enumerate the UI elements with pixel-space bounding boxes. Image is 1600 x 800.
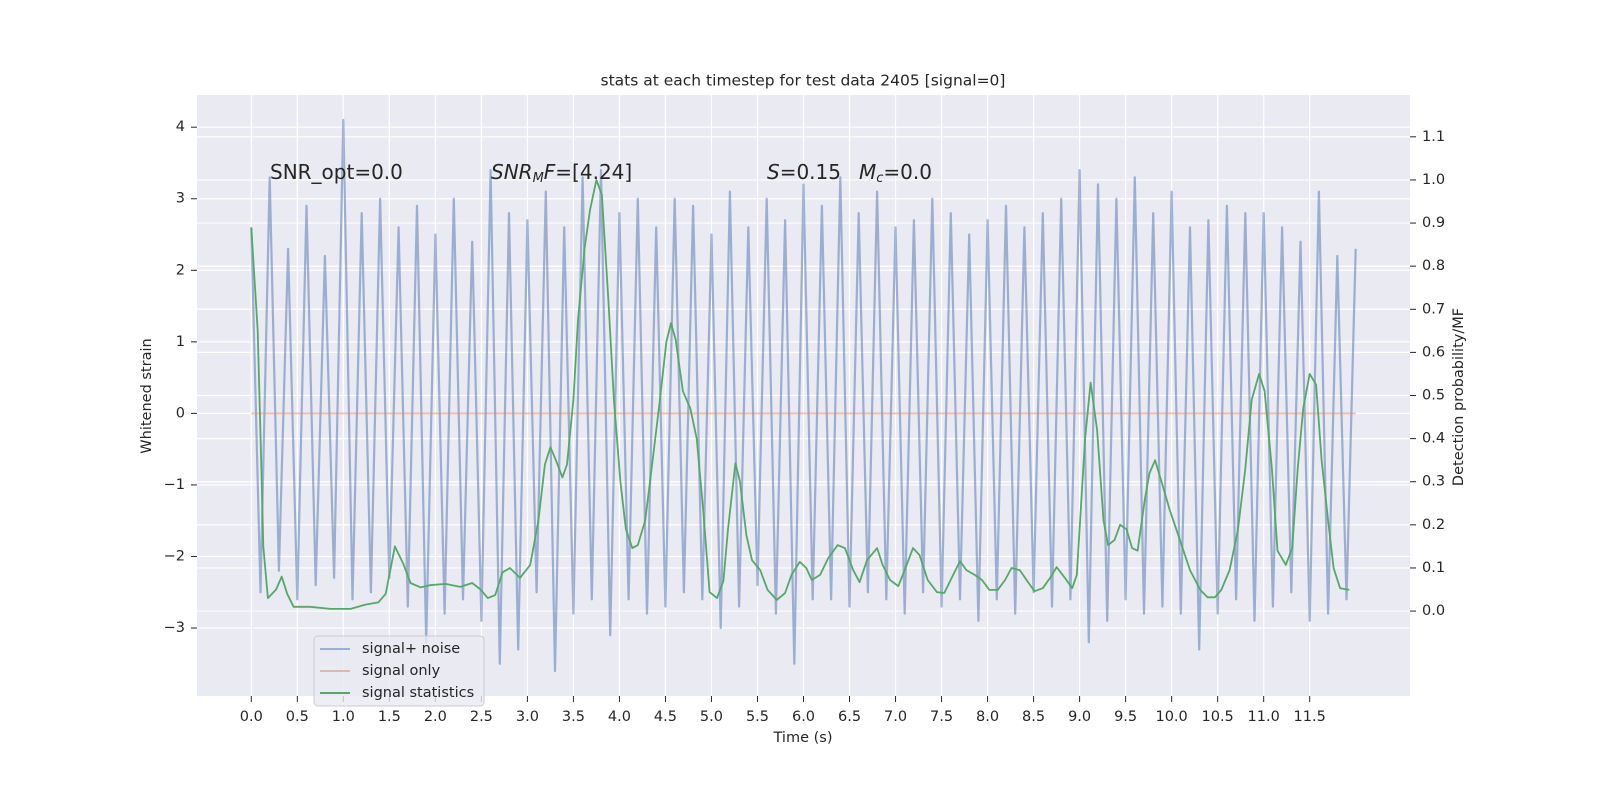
y2-tick-label: 0.4: [1422, 431, 1445, 447]
x-tick-label: 11.5: [1294, 709, 1326, 725]
y2-tick-label: 1.0: [1422, 172, 1445, 188]
x-tick-label: 6.0: [792, 709, 815, 725]
y-tick-label: 0: [176, 405, 185, 421]
x-tick-label: 4.0: [608, 709, 631, 725]
annotation-part: SNR_opt=0.0: [270, 160, 403, 184]
x-tick-label: 8.5: [1022, 709, 1045, 725]
series-line: [250, 118, 1357, 673]
axes: 0.0 0.5 1.0 1.5 2.0 2.5 3.0 3.5 4.0 4.5 5.0 5.5 6.0 6…: [164, 119, 1445, 725]
x-tick-label: 3.0: [516, 709, 539, 725]
y2-tick-label: 0.2: [1422, 517, 1445, 533]
x-tick-label: 0.5: [286, 709, 309, 725]
marks: [250, 118, 1357, 673]
annotation-part: F: [544, 160, 556, 184]
y-tick-label: 3: [176, 191, 185, 207]
x-tick-label: 4.5: [654, 709, 677, 725]
x-tick-label: 1.5: [378, 709, 401, 725]
y-tick-label: −2: [164, 548, 185, 564]
legend-label: signal only: [362, 663, 441, 679]
annotation-part: M: [533, 171, 544, 186]
x-tick-label: 2.5: [470, 709, 493, 725]
x-tick-label: 7.0: [884, 709, 907, 725]
y2-tick-label: 0.1: [1422, 560, 1445, 576]
annotation-part: SNR: [491, 160, 533, 184]
x-axis-label: Time (s): [773, 730, 833, 746]
x-tick-label: 3.5: [562, 709, 585, 725]
x-tick-label: 10.5: [1202, 709, 1234, 725]
chart-title: stats at each timestep for test data 240…: [601, 72, 1006, 90]
x-tick-label: 1.0: [332, 709, 355, 725]
y-tick-label: −3: [164, 620, 185, 636]
y2-tick-label: 0.7: [1422, 301, 1445, 317]
annotation: S=0.15 Mc=0.0: [767, 160, 932, 186]
annotation-part: S: [767, 160, 780, 184]
x-tick-label: 9.5: [1114, 709, 1137, 725]
annotation: SNR_opt=0.0: [270, 160, 403, 184]
y2-tick-label: 0.9: [1422, 215, 1445, 231]
legend-label: signal+ noise: [362, 641, 460, 657]
y-tick-label: −1: [164, 477, 185, 493]
annotation-part: =0.0: [883, 160, 932, 184]
y2-tick-label: 0.0: [1422, 603, 1445, 619]
annotation-part: c: [876, 171, 883, 186]
legend-label: signal statistics: [362, 685, 474, 701]
x-tick-label: 7.5: [930, 709, 953, 725]
x-tick-label: 5.5: [746, 709, 769, 725]
x-tick-label: 2.0: [424, 709, 447, 725]
y2-tick-label: 0.6: [1422, 344, 1445, 360]
x-tick-label: 0.0: [240, 709, 263, 725]
y-tick-label: 4: [176, 119, 185, 135]
legend: signal+ noise signal only signal statistic…: [313, 635, 485, 707]
x-tick-label: 10.0: [1155, 709, 1187, 725]
annotation: SNRMF=[4.24]: [491, 160, 632, 186]
x-tick-label: 5.0: [700, 709, 723, 725]
legend-box: [313, 635, 485, 707]
y2-tick-label: 1.1: [1422, 129, 1445, 145]
annotation-part: M: [859, 160, 876, 184]
y2-tick-label: 0.3: [1422, 474, 1445, 490]
y-tick-label: 2: [176, 262, 185, 278]
series-line: [250, 178, 1350, 610]
y2-tick-label: 0.5: [1422, 388, 1445, 404]
annotation-part: =[4.24]: [555, 160, 632, 184]
annotation-part: =0.15: [780, 160, 841, 184]
y-tick-label: 1: [176, 334, 185, 350]
x-tick-label: 8.0: [976, 709, 999, 725]
y2-axis-label: Detection probability/MF: [1451, 308, 1467, 486]
x-tick-label: 11.0: [1248, 709, 1280, 725]
x-tick-label: 9.0: [1068, 709, 1091, 725]
y-axis-label: Whitened strain: [139, 338, 155, 453]
y2-tick-label: 0.8: [1422, 258, 1445, 274]
x-tick-label: 6.5: [838, 709, 861, 725]
